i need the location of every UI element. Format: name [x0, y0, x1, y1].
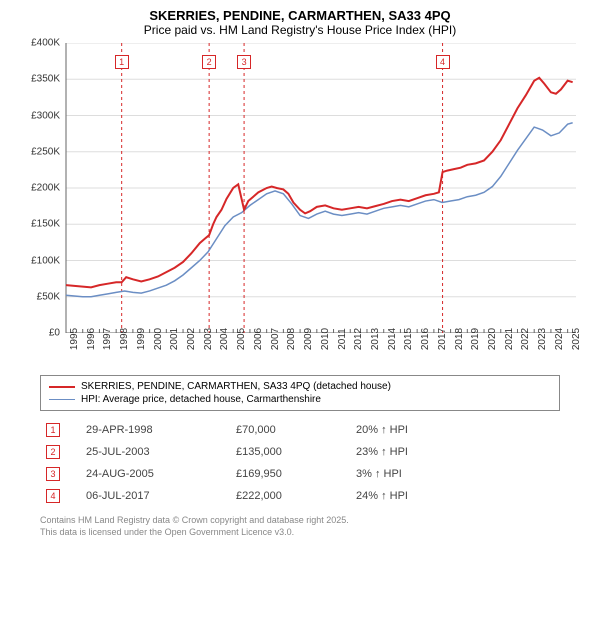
- x-tick-label: 2007: [270, 328, 281, 350]
- sale-delta: 20% ↑ HPI: [350, 419, 560, 441]
- x-tick-label: 2023: [537, 328, 548, 350]
- x-tick-label: 2017: [437, 328, 448, 350]
- x-tick-label: 2021: [504, 328, 515, 350]
- x-tick-label: 2022: [520, 328, 531, 350]
- y-tick-label: £100K: [31, 255, 60, 266]
- sale-marker-1: 1: [115, 55, 129, 69]
- table-row: 4 06-JUL-2017£222,00024% ↑ HPI: [40, 485, 560, 507]
- x-tick-label: 2015: [403, 328, 414, 350]
- y-tick-label: £200K: [31, 183, 60, 194]
- x-tick-label: 1997: [102, 328, 113, 350]
- sale-date: 06-JUL-2017: [80, 485, 230, 507]
- sale-price: £70,000: [230, 419, 350, 441]
- sale-marker-4: 4: [436, 55, 450, 69]
- legend-item-price-paid: SKERRIES, PENDINE, CARMARTHEN, SA33 4PQ …: [49, 380, 551, 393]
- chart-title: SKERRIES, PENDINE, CARMARTHEN, SA33 4PQ: [8, 8, 592, 23]
- sale-date: 29-APR-1998: [80, 419, 230, 441]
- x-tick-label: 1999: [136, 328, 147, 350]
- sale-marker-icon: 4: [46, 489, 60, 503]
- x-tick-label: 2018: [454, 328, 465, 350]
- footnote-line2: This data is licensed under the Open Gov…: [40, 527, 294, 537]
- legend-label-price-paid: SKERRIES, PENDINE, CARMARTHEN, SA33 4PQ …: [81, 381, 391, 392]
- x-tick-label: 2014: [387, 328, 398, 350]
- x-tick-label: 2008: [286, 328, 297, 350]
- sale-date: 24-AUG-2005: [80, 463, 230, 485]
- footnote-line1: Contains HM Land Registry data © Crown c…: [40, 515, 349, 525]
- footnote: Contains HM Land Registry data © Crown c…: [40, 515, 560, 538]
- table-row: 2 25-JUL-2003£135,00023% ↑ HPI: [40, 441, 560, 463]
- y-tick-label: £0: [49, 328, 60, 339]
- table-row: 1 29-APR-1998£70,00020% ↑ HPI: [40, 419, 560, 441]
- x-tick-label: 2010: [320, 328, 331, 350]
- legend-swatch-price-paid: [49, 386, 75, 388]
- x-tick-label: 1995: [69, 328, 80, 350]
- x-tick-label: 2005: [236, 328, 247, 350]
- legend-box: SKERRIES, PENDINE, CARMARTHEN, SA33 4PQ …: [40, 375, 560, 411]
- sale-date: 25-JUL-2003: [80, 441, 230, 463]
- sale-price: £169,950: [230, 463, 350, 485]
- sale-marker-icon: 2: [46, 445, 60, 459]
- x-tick-label: 2009: [303, 328, 314, 350]
- x-tick-label: 2025: [571, 328, 582, 350]
- x-tick-label: 2016: [420, 328, 431, 350]
- sale-delta: 23% ↑ HPI: [350, 441, 560, 463]
- x-tick-label: 2006: [253, 328, 264, 350]
- y-tick-label: £250K: [31, 146, 60, 157]
- legend-item-hpi: HPI: Average price, detached house, Carm…: [49, 393, 551, 406]
- x-tick-label: 2012: [353, 328, 364, 350]
- x-tick-label: 2004: [219, 328, 230, 350]
- table-row: 3 24-AUG-2005£169,9503% ↑ HPI: [40, 463, 560, 485]
- sale-price: £222,000: [230, 485, 350, 507]
- sale-marker-3: 3: [237, 55, 251, 69]
- x-tick-label: 2000: [153, 328, 164, 350]
- y-tick-label: £150K: [31, 219, 60, 230]
- legend-swatch-hpi: [49, 399, 75, 400]
- sales-table: 1 29-APR-1998£70,00020% ↑ HPI 2 25-JUL-2003…: [40, 419, 560, 507]
- sale-marker-icon: 3: [46, 467, 60, 481]
- x-tick-label: 1996: [86, 328, 97, 350]
- x-tick-label: 1998: [119, 328, 130, 350]
- chart-area: £0£50K£100K£150K£200K£250K£300K£350K£400…: [20, 43, 580, 363]
- legend-label-hpi: HPI: Average price, detached house, Carm…: [81, 394, 321, 405]
- y-tick-label: £400K: [31, 38, 60, 49]
- x-tick-label: 2019: [470, 328, 481, 350]
- x-tick-label: 2002: [186, 328, 197, 350]
- x-tick-label: 2013: [370, 328, 381, 350]
- y-tick-label: £300K: [31, 110, 60, 121]
- sale-price: £135,000: [230, 441, 350, 463]
- sale-marker-2: 2: [202, 55, 216, 69]
- y-tick-label: £50K: [37, 291, 60, 302]
- x-tick-label: 2001: [169, 328, 180, 350]
- x-tick-label: 2003: [203, 328, 214, 350]
- sale-delta: 24% ↑ HPI: [350, 485, 560, 507]
- x-tick-label: 2024: [554, 328, 565, 350]
- sale-marker-icon: 1: [46, 423, 60, 437]
- line-chart-svg: [20, 43, 580, 333]
- x-tick-label: 2011: [337, 328, 348, 350]
- sale-delta: 3% ↑ HPI: [350, 463, 560, 485]
- y-tick-label: £350K: [31, 74, 60, 85]
- chart-subtitle: Price paid vs. HM Land Registry's House …: [8, 23, 592, 37]
- x-tick-label: 2020: [487, 328, 498, 350]
